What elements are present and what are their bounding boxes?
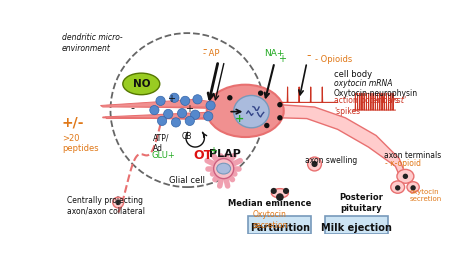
Text: oxytocin mRNA: oxytocin mRNA xyxy=(334,79,392,88)
Circle shape xyxy=(271,188,277,194)
Circle shape xyxy=(277,115,283,120)
Circle shape xyxy=(395,185,401,191)
Circle shape xyxy=(258,90,264,96)
Text: +/-: +/- xyxy=(62,115,84,129)
Circle shape xyxy=(157,116,167,125)
Text: -: - xyxy=(202,43,207,56)
FancyBboxPatch shape xyxy=(248,216,311,234)
Ellipse shape xyxy=(217,163,231,174)
Circle shape xyxy=(185,116,194,125)
Polygon shape xyxy=(107,102,222,109)
Ellipse shape xyxy=(207,85,284,137)
Text: 'burst': 'burst' xyxy=(380,96,406,105)
Ellipse shape xyxy=(391,181,405,193)
Circle shape xyxy=(308,157,321,171)
Circle shape xyxy=(150,105,159,115)
Circle shape xyxy=(283,188,289,194)
Text: NA+: NA+ xyxy=(264,48,285,58)
Text: oxytocin
secretion: oxytocin secretion xyxy=(409,189,441,203)
Ellipse shape xyxy=(123,73,160,95)
Circle shape xyxy=(277,102,283,107)
Circle shape xyxy=(170,93,179,102)
Circle shape xyxy=(191,110,200,119)
Text: +: + xyxy=(167,94,175,104)
Text: GLU+: GLU+ xyxy=(151,151,175,160)
Text: Posterior
pituitary: Posterior pituitary xyxy=(339,193,383,213)
Text: NO: NO xyxy=(133,79,150,89)
Circle shape xyxy=(156,96,165,105)
Text: Oxytocin-neurophysin: Oxytocin-neurophysin xyxy=(334,89,418,98)
Circle shape xyxy=(410,185,416,191)
Text: +: + xyxy=(278,54,285,64)
Text: PLAP: PLAP xyxy=(209,149,241,159)
Text: +: + xyxy=(209,146,217,156)
Polygon shape xyxy=(100,99,226,107)
Text: dendritic micro-
environment: dendritic micro- environment xyxy=(62,33,123,53)
Circle shape xyxy=(403,174,408,179)
Circle shape xyxy=(164,109,173,119)
Circle shape xyxy=(116,200,121,205)
Circle shape xyxy=(181,96,190,105)
Circle shape xyxy=(276,193,284,201)
FancyBboxPatch shape xyxy=(325,216,389,234)
Circle shape xyxy=(227,95,233,100)
Text: action potentials
'spikes': action potentials 'spikes' xyxy=(334,96,399,116)
Text: -: - xyxy=(306,49,310,62)
Text: Oxytocin
secretion: Oxytocin secretion xyxy=(252,210,288,230)
Text: axon swelling: axon swelling xyxy=(305,156,357,165)
Polygon shape xyxy=(105,115,226,119)
Circle shape xyxy=(171,118,181,127)
Circle shape xyxy=(193,95,202,104)
Text: +: + xyxy=(185,104,193,114)
Ellipse shape xyxy=(234,95,269,128)
Polygon shape xyxy=(280,105,407,184)
Ellipse shape xyxy=(407,182,419,193)
Text: ATP/
Ad: ATP/ Ad xyxy=(153,133,169,153)
Ellipse shape xyxy=(397,169,414,183)
Text: >20
peptides: >20 peptides xyxy=(62,134,99,153)
Text: OT: OT xyxy=(193,149,212,161)
Circle shape xyxy=(214,159,234,179)
Ellipse shape xyxy=(272,189,288,198)
Text: -: - xyxy=(131,104,135,114)
Circle shape xyxy=(177,109,187,118)
Text: +: + xyxy=(235,114,244,124)
Circle shape xyxy=(206,101,215,110)
Circle shape xyxy=(113,197,124,208)
Text: - AP: - AP xyxy=(203,48,219,58)
Circle shape xyxy=(311,161,318,167)
Text: Glial cell: Glial cell xyxy=(170,176,206,185)
Text: Centrally projecting
axon/axon collateral: Centrally projecting axon/axon collatera… xyxy=(66,196,145,216)
Text: - κ-opioid: - κ-opioid xyxy=(385,159,421,168)
Circle shape xyxy=(264,123,270,128)
Text: cell body: cell body xyxy=(334,70,372,79)
Text: axon terminals: axon terminals xyxy=(384,151,441,160)
Text: Parturition: Parturition xyxy=(250,223,310,233)
Text: CB: CB xyxy=(182,132,192,141)
Circle shape xyxy=(204,112,213,121)
Text: Median eminence: Median eminence xyxy=(228,199,311,208)
Text: - Opioids: - Opioids xyxy=(315,55,352,64)
Polygon shape xyxy=(103,112,222,119)
Text: Milk ejection: Milk ejection xyxy=(321,223,392,233)
